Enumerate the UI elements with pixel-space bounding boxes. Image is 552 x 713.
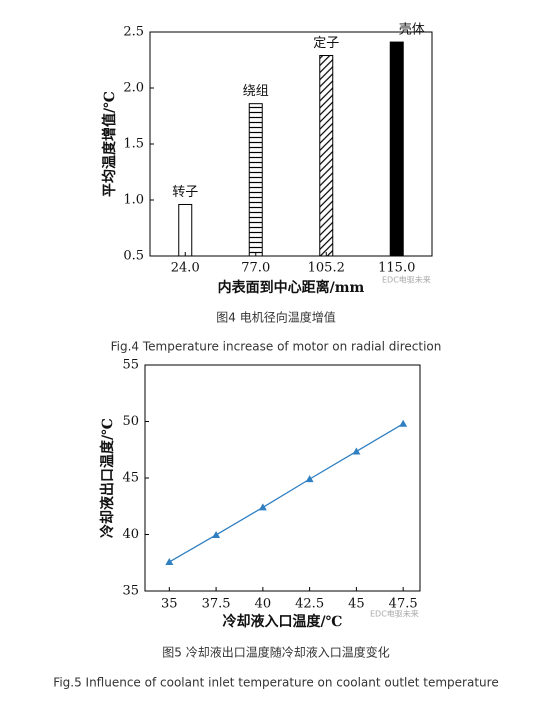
watermark: EDC电驱未来 — [382, 275, 431, 285]
bar — [319, 55, 334, 257]
marker — [212, 530, 221, 538]
y-tick-label: 35 — [122, 584, 139, 599]
marker — [399, 419, 408, 427]
marker — [165, 557, 174, 565]
watermark: EDC电驱未来 — [370, 609, 419, 619]
plot-frame — [144, 364, 421, 592]
caption: 图4 电机径向温度增值 — [216, 310, 335, 325]
bar-label: 定子 — [313, 36, 339, 51]
x-tick-label: 105.2 — [308, 261, 345, 276]
x-tick-label: 24.0 — [171, 261, 200, 276]
y-tick-label: 1.5 — [123, 137, 144, 152]
bar-label: 转子 — [172, 185, 198, 200]
y-tick-label: 45 — [122, 471, 139, 486]
x-axis-label: 冷却液入口温度/℃ — [223, 613, 343, 630]
y-tick-label: 1.0 — [123, 193, 144, 208]
y-axis-label: 冷却液出口温度/℃ — [99, 418, 116, 538]
x-axis-label: 内表面到中心距离/mm — [218, 279, 365, 296]
x-tick-label: 40 — [255, 597, 272, 612]
marker — [305, 475, 314, 483]
caption-en: Fig.5 Influence of coolant inlet tempera… — [53, 676, 498, 690]
x-tick-label: 42.5 — [295, 597, 324, 612]
caption-en: Fig.4 Temperature increase of motor on r… — [111, 340, 442, 354]
y-axis-label: 平均温度增值/℃ — [101, 91, 118, 197]
x-tick-label: 35 — [161, 597, 178, 612]
x-tick-label: 77.0 — [241, 261, 270, 276]
marker — [258, 503, 267, 511]
y-tick-label: 40 — [122, 527, 139, 542]
x-tick-label: 47.5 — [389, 597, 418, 612]
x-tick-label: 37.5 — [202, 597, 231, 612]
bar — [389, 41, 404, 257]
bar — [178, 203, 193, 257]
y-tick-label: 2.5 — [123, 25, 144, 40]
y-tick-label: 0.5 — [123, 249, 144, 264]
caption: 图5 冷却液出口温度随冷却液入口温度变化 — [162, 645, 389, 660]
line — [168, 423, 404, 563]
y-tick-label: 2.0 — [123, 81, 144, 96]
bar-label: 壳体 — [399, 23, 425, 38]
y-tick-label: 50 — [122, 414, 139, 429]
x-tick-label: 115.0 — [378, 261, 415, 276]
plot-frame — [149, 31, 433, 257]
marker — [352, 447, 361, 455]
bar-label: 绕组 — [243, 84, 269, 99]
bar — [248, 103, 263, 257]
x-tick-label: 45 — [348, 597, 365, 612]
y-tick-label: 55 — [122, 358, 139, 373]
